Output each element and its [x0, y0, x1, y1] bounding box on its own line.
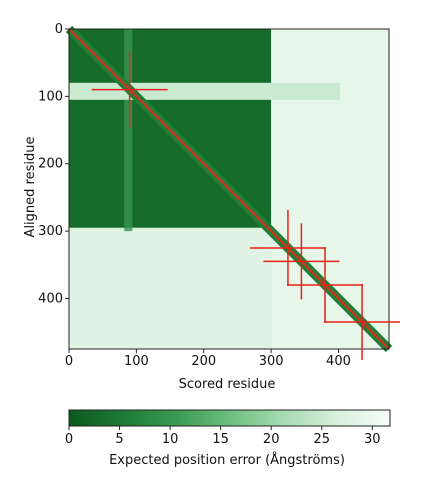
y-tick-label: 0 — [55, 22, 63, 37]
x-axis-label: Scored residue — [179, 377, 276, 392]
x-tick-label: 200 — [191, 354, 216, 369]
y-axis: 0 100 200 300 400 — [38, 22, 69, 306]
x-axis: 0 100 200 300 400 — [65, 349, 351, 369]
heatmap-stripe — [124, 29, 133, 232]
x-tick-label: 400 — [326, 354, 351, 369]
y-tick-label: 300 — [38, 224, 63, 239]
heatmap-block — [69, 99, 272, 228]
heatmap-matrix — [65, 25, 393, 353]
y-tick-label: 400 — [38, 291, 63, 306]
heatmap-gap — [69, 82, 341, 100]
x-tick-label: 300 — [259, 354, 284, 369]
colorbar-tick-label: 10 — [162, 432, 179, 447]
heatmap-block — [69, 231, 272, 349]
plot-frame — [68, 28, 390, 350]
colorbar-tick-label: 5 — [115, 432, 123, 447]
colorbar-gradient — [68, 409, 391, 427]
y-tick-label: 100 — [38, 89, 63, 104]
diagonal-line — [68, 28, 390, 350]
y-tick-label: 200 — [38, 157, 63, 172]
x-tick-label: 0 — [65, 354, 73, 369]
x-tick-label: 100 — [124, 354, 149, 369]
heatmap-block — [69, 29, 272, 83]
heatmap-block — [271, 29, 389, 349]
colorbar-tick-label: 20 — [263, 432, 280, 447]
y-axis-label: Aligned residue — [23, 137, 38, 238]
colorbar-label: Expected position error (Ångströms) — [109, 452, 345, 468]
colorbar-tick-label: 0 — [65, 432, 73, 447]
colorbar: 0 5 10 15 20 25 30 — [65, 409, 391, 447]
colorbar-tick-label: 15 — [212, 432, 229, 447]
colorbar-tick-label: 25 — [313, 432, 330, 447]
marker-overlay — [91, 51, 401, 361]
colorbar-tick-label: 30 — [364, 432, 381, 447]
